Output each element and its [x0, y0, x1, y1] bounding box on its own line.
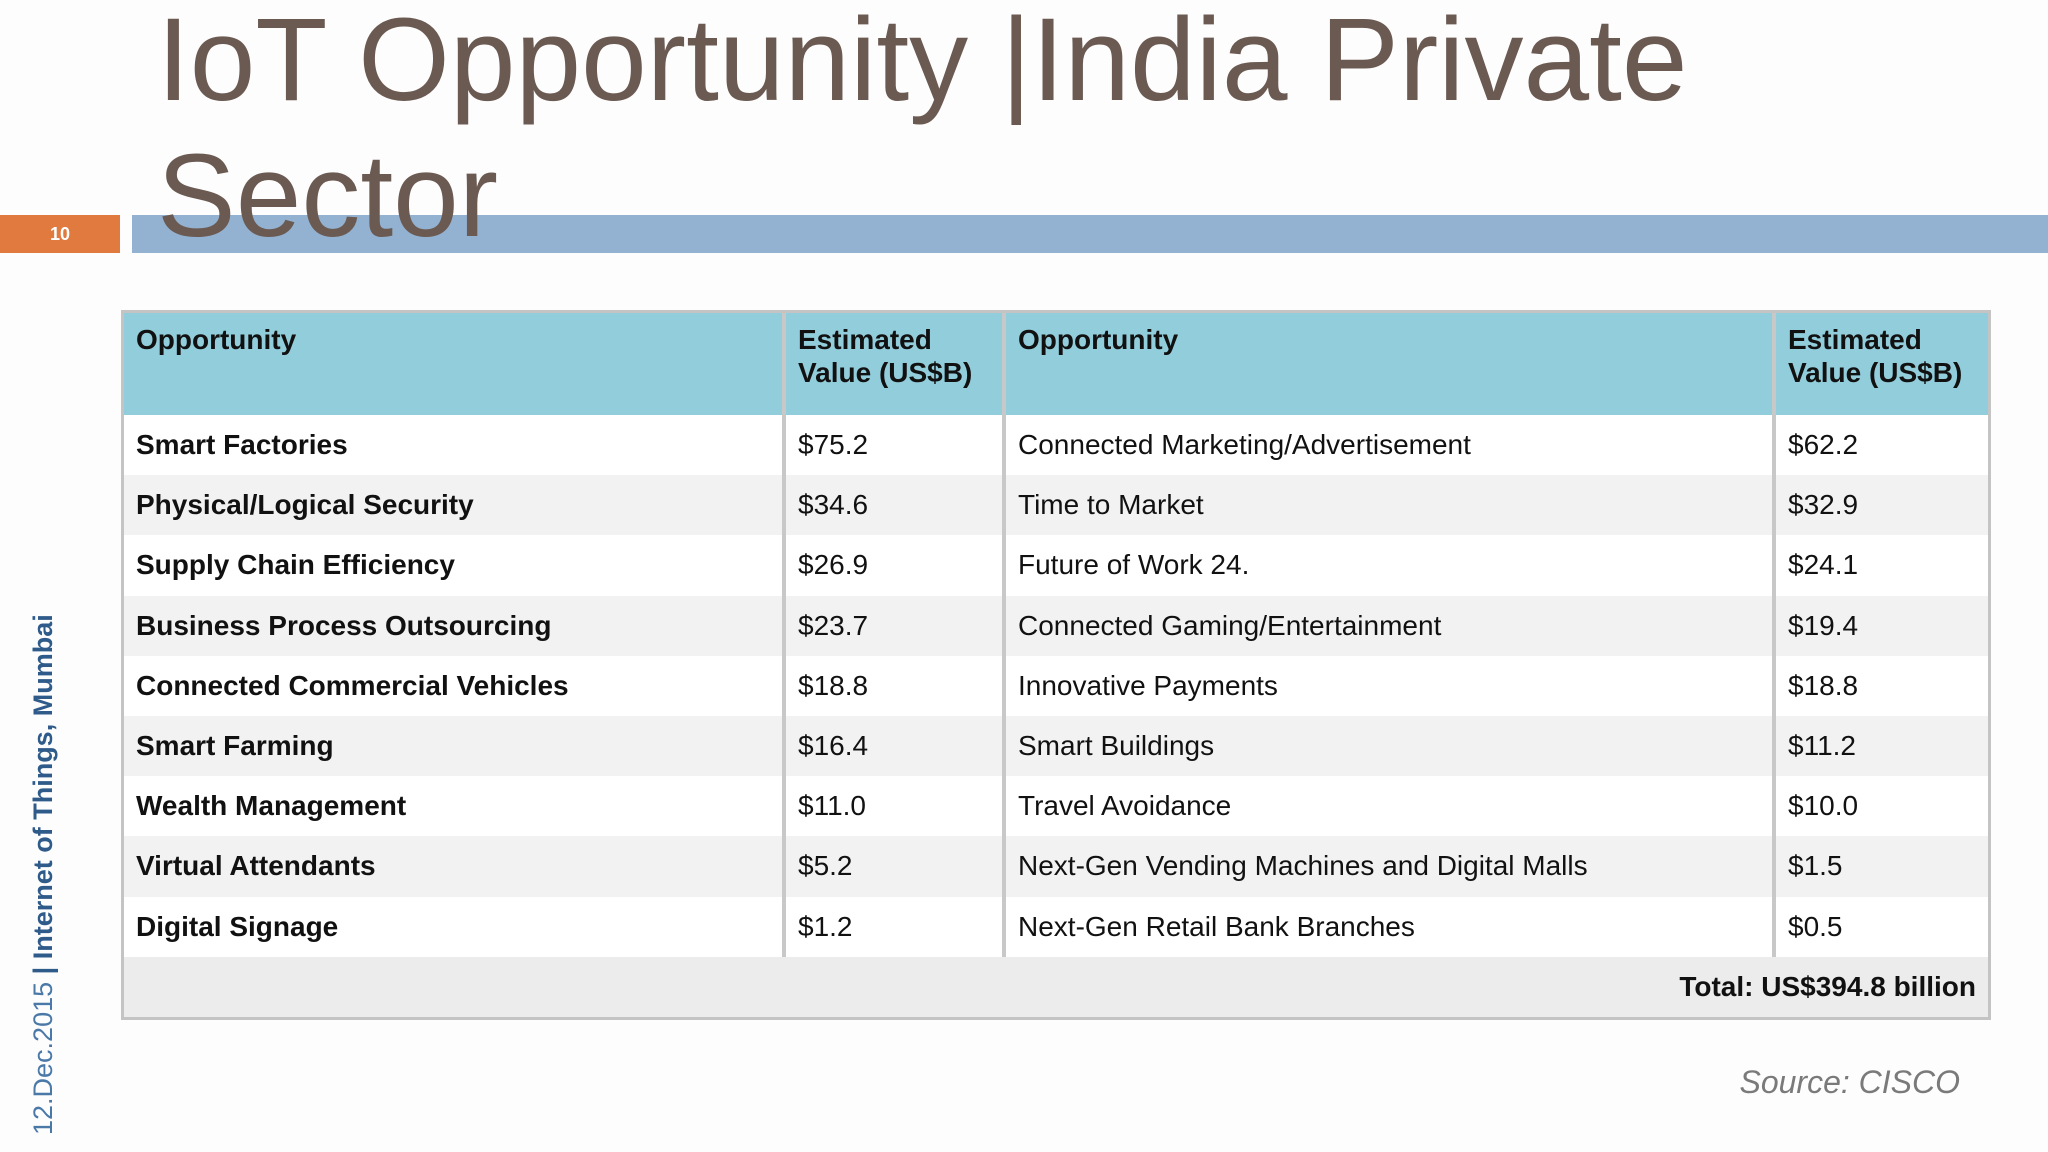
table-cell: Future of Work 24.	[1002, 535, 1774, 596]
table-row: Physical/Logical Security $34.6 Time to …	[124, 475, 1988, 536]
header-estimated-value: Estimated Value (US$B)	[1772, 313, 1988, 415]
table-cell: $34.6	[782, 475, 1004, 536]
table-cell: $11.0	[782, 776, 1004, 837]
table-total-row: Total: US$394.8 billion	[124, 956, 1988, 1017]
table-cell: Next-Gen Vending Machines and Digital Ma…	[1002, 836, 1774, 897]
table-cell: $62.2	[1772, 415, 1988, 476]
table-row: Connected Commercial Vehicles $18.8 Inno…	[124, 655, 1988, 716]
table-cell: $18.8	[782, 655, 1004, 716]
table-cell: $32.9	[1772, 475, 1988, 536]
side-footer: 12.Dec.2015 | Internet of Things, Mumbai	[28, 614, 59, 1135]
slide-number: 10	[0, 215, 120, 253]
footer-separator: |	[28, 966, 58, 975]
table-cell: $1.2	[782, 896, 1004, 957]
table-header-row: Opportunity Estimated Value (US$B) Oppor…	[124, 313, 1988, 415]
title-rule-bar	[132, 215, 2048, 253]
table-cell: $5.2	[782, 836, 1004, 897]
table-cell: Smart Factories	[136, 429, 348, 461]
table-row: Supply Chain Efficiency $26.9 Future of …	[124, 535, 1988, 596]
table-row: Smart Factories $75.2 Connected Marketin…	[124, 415, 1988, 476]
table-cell: $10.0	[1772, 776, 1988, 837]
table-cell: Smart Farming	[124, 715, 784, 777]
table-cell: $16.4	[782, 715, 1004, 777]
header-opportunity: Opportunity	[124, 313, 784, 415]
table-row: Wealth Management $11.0 Travel Avoidance…	[124, 776, 1988, 837]
table-cell: Physical/Logical Security	[124, 475, 784, 536]
table-cell: Innovative Payments	[1002, 655, 1774, 716]
table-cell: $24.1	[1772, 535, 1988, 596]
table-cell: $0.5	[1772, 896, 1988, 957]
opportunity-table: Opportunity Estimated Value (US$B) Oppor…	[121, 310, 1991, 1020]
table-cell: $19.4	[1772, 595, 1988, 656]
table-row: Business Process Outsourcing $23.7 Conne…	[124, 595, 1988, 656]
footer-date: 12.Dec.2015	[28, 981, 58, 1135]
table-cell: Next-Gen Retail Bank Branches	[1002, 896, 1774, 957]
table-cell: $11.2	[1772, 715, 1988, 777]
table-cell: Digital Signage	[136, 910, 339, 942]
table-total: Total: US$394.8 billion	[124, 956, 1988, 1017]
table-cell: Smart Buildings	[1002, 715, 1774, 777]
header-estimated-value: Estimated Value (US$B)	[782, 313, 1004, 415]
footer-event: Internet of Things, Mumbai	[28, 614, 58, 960]
table-cell: $75.2	[782, 415, 1004, 476]
table-cell: $1.5	[1772, 836, 1988, 897]
table-cell: Connected Gaming/Entertainment	[1002, 595, 1774, 656]
table-cell: Travel Avoidance	[1002, 776, 1774, 837]
table-row: Digital Signage $1.2 Next-Gen Retail Ban…	[124, 896, 1988, 957]
table-cell: Wealth Management	[136, 790, 407, 822]
slide-title: IoT Opportunity |India Private Sector	[157, 0, 1688, 262]
table-cell: Business Process Outsourcing	[124, 595, 784, 656]
table-cell: $18.8	[1772, 655, 1988, 716]
table-cell: Time to Market	[1002, 475, 1774, 536]
table-cell: $26.9	[782, 535, 1004, 596]
table-row: Virtual Attendants $5.2 Next-Gen Vending…	[124, 836, 1988, 897]
table-row: Smart Farming $16.4 Smart Buildings $11.…	[124, 715, 1988, 777]
table-cell: Connected Commercial Vehicles	[136, 669, 569, 701]
table-cell: $23.7	[782, 595, 1004, 656]
table-cell: Supply Chain Efficiency	[136, 549, 455, 581]
source-note: Source: CISCO	[1739, 1064, 1960, 1100]
table-cell: Connected Marketing/Advertisement	[1002, 415, 1774, 476]
table-cell: Virtual Attendants	[124, 836, 784, 897]
header-opportunity: Opportunity	[1002, 313, 1774, 415]
